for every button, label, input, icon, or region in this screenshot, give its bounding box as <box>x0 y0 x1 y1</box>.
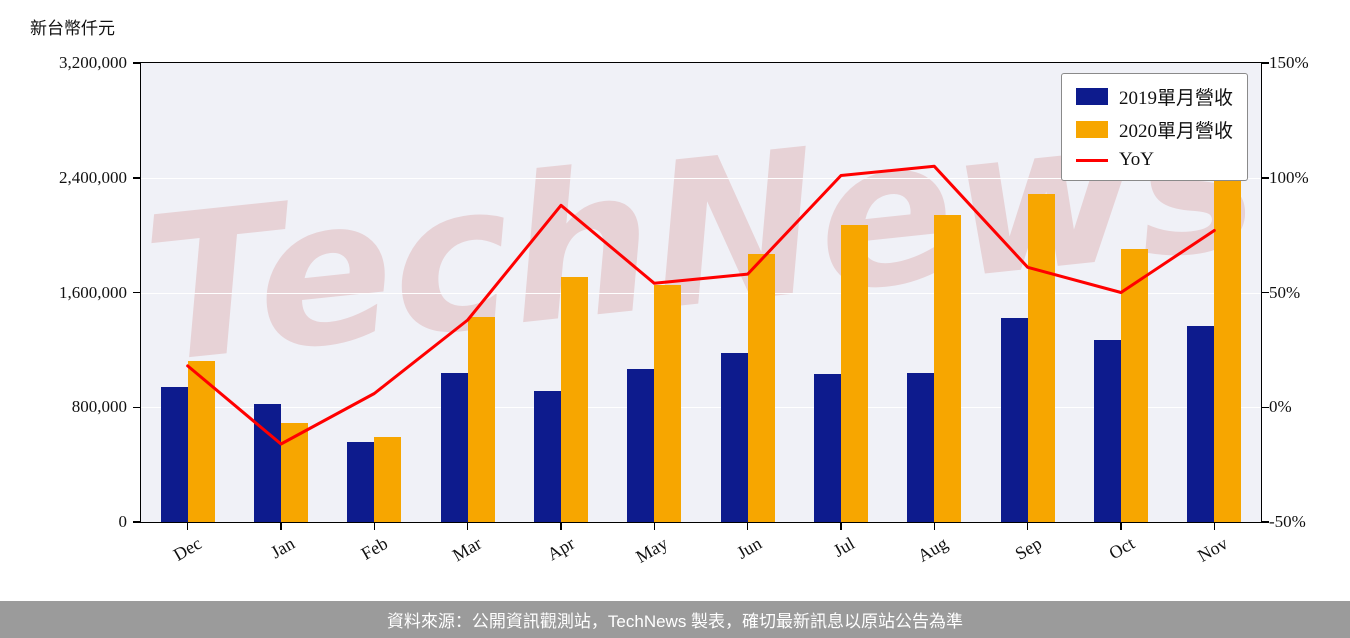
legend-color-swatch <box>1075 121 1108 138</box>
x-axis-label-text: Dec <box>169 533 205 565</box>
x-axis-label: Mar <box>345 533 485 565</box>
x-axis-label: Jan <box>158 533 298 562</box>
axis-tick-mark <box>746 523 749 530</box>
bar-2020 <box>1121 249 1148 522</box>
axis-tick-mark <box>933 523 936 530</box>
legend-label: 2019單月營收 <box>1118 88 1233 109</box>
bar-2019 <box>1000 318 1028 522</box>
x-axis-label-text: Mar <box>448 533 485 566</box>
bar-2020 <box>561 276 588 522</box>
x-axis-label-text: Aug <box>914 533 952 566</box>
bar-2019 <box>160 387 188 522</box>
x-axis-label-text: Jun <box>732 533 765 563</box>
bar-2019 <box>814 374 841 522</box>
x-axis-label: Jul <box>718 533 858 561</box>
x-axis-label: Oct <box>998 533 1138 563</box>
bar-2019 <box>534 391 561 522</box>
x-axis-label-text: Sep <box>1011 533 1045 564</box>
axis-tick-mark <box>1262 62 1269 64</box>
y-axis-tick-right: 100% <box>1269 167 1309 187</box>
y-axis-tick-left: 0 <box>118 512 128 531</box>
x-axis-label: Sep <box>905 533 1044 564</box>
bar-2019 <box>907 372 935 522</box>
legend-label: 2020單月營收 <box>1118 121 1233 142</box>
axis-tick-mark <box>560 523 562 530</box>
legend: 2019單月營收 2020單月營收 YoY <box>1060 73 1248 181</box>
y-axis-tick-left: 800,000 <box>71 397 127 417</box>
legend-color-swatch <box>1075 88 1108 105</box>
legend-line-marker <box>1075 158 1108 162</box>
legend-item: 2020單月營收 <box>1075 116 1233 143</box>
axis-tick-mark <box>133 521 140 523</box>
bar-2019 <box>440 372 468 522</box>
legend-item: YoY <box>1075 149 1233 171</box>
bar-2020 <box>187 361 215 522</box>
x-axis-label-text: Jan <box>267 533 298 563</box>
gridline <box>141 407 1261 409</box>
axis-tick-mark <box>373 523 376 530</box>
axis-tick-mark <box>186 523 189 530</box>
bar-2019 <box>254 404 281 522</box>
bar-2020 <box>934 215 962 522</box>
bar-2019 <box>1187 325 1215 522</box>
x-axis-label-text: Jul <box>829 533 858 561</box>
x-axis-label: Aug <box>811 533 951 566</box>
axis-tick-mark <box>1262 291 1269 294</box>
x-axis-label: Apr <box>438 533 578 564</box>
axis-tick-mark <box>1026 523 1029 530</box>
bar-2020 <box>1027 193 1055 522</box>
bar-2020 <box>1214 174 1242 522</box>
y-axis-title: 新台幣仟元 <box>30 19 115 38</box>
x-axis-label: Dec <box>65 533 205 565</box>
axis-tick-mark <box>1262 521 1269 523</box>
x-axis-label: Nov <box>1091 533 1231 566</box>
y-axis-tick-left: 2,400,000 <box>59 167 127 187</box>
y-axis-tick-right: 50% <box>1269 282 1301 302</box>
bar-2019 <box>720 352 748 522</box>
bar-2019 <box>627 368 655 522</box>
x-axis-label-text: Apr <box>543 533 578 565</box>
axis-tick-mark <box>466 523 469 530</box>
axis-tick-mark <box>653 523 656 530</box>
y-axis-tick-right: 0% <box>1269 397 1292 417</box>
y-axis-tick-right: -50% <box>1269 512 1306 531</box>
axis-tick-mark <box>133 406 140 408</box>
bar-2020 <box>374 436 402 522</box>
axis-tick-mark <box>1213 523 1216 530</box>
bar-2020 <box>841 225 868 522</box>
x-axis-label-text: Feb <box>357 533 392 564</box>
footer-note: 資料來源：公開資訊觀測站，TechNews 製表，確切最新訊息以原站公告為準 <box>0 601 1350 638</box>
x-axis-label: Jun <box>625 533 765 563</box>
axis-tick-mark <box>1262 406 1269 408</box>
bar-2020 <box>281 423 308 522</box>
axis-tick-mark <box>133 177 140 179</box>
x-axis-label-text: Nov <box>1194 533 1232 566</box>
axis-tick-mark <box>133 291 140 294</box>
gridline <box>141 292 1261 294</box>
legend-item: 2019單月營收 <box>1075 83 1233 110</box>
x-axis-label: Feb <box>251 533 391 564</box>
axis-tick-mark <box>1262 177 1269 179</box>
axis-tick-mark <box>280 523 282 530</box>
y-axis-tick-left: 3,200,000 <box>59 53 127 72</box>
axis-tick-mark <box>1120 523 1122 530</box>
y-axis-tick-left: 1,600,000 <box>59 282 127 302</box>
bar-2019 <box>1094 339 1121 522</box>
legend-label: YoY <box>1118 149 1155 170</box>
y-axis-tick-right: 150% <box>1269 53 1309 72</box>
x-axis-label: May <box>531 533 672 567</box>
bar-2019 <box>347 441 375 522</box>
plot-area: TechNews 2019單月營收 2020單月營收 YoY <box>140 62 1262 523</box>
x-axis-label-text: Oct <box>1105 533 1138 564</box>
axis-tick-mark <box>840 523 842 530</box>
bar-2020 <box>747 253 775 522</box>
bar-2020 <box>654 285 682 522</box>
bar-2020 <box>467 316 495 522</box>
x-axis-label-text: May <box>632 533 672 567</box>
axis-tick-mark <box>133 62 140 64</box>
